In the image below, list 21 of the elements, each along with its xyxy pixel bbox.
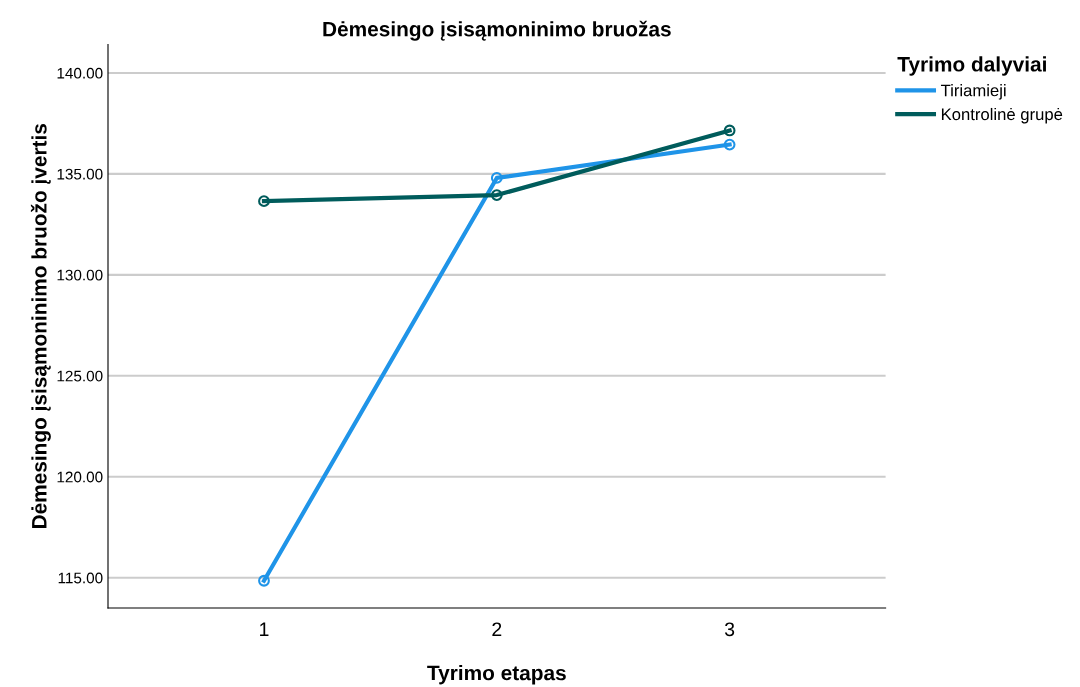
y-tick-label: 120.00 <box>57 471 103 483</box>
point <box>723 138 736 151</box>
x-axis-title: Tyrimo etapas <box>427 665 566 685</box>
y-tick-label: 135.00 <box>57 168 103 180</box>
point <box>258 195 270 208</box>
y-tick-label: 130.00 <box>57 269 103 281</box>
point <box>723 124 736 137</box>
x-tick-label: 3 <box>724 622 735 637</box>
point <box>490 189 503 201</box>
legend-title: Tyrimo dalyviai <box>897 56 1046 76</box>
y-tick-label: 140.00 <box>57 67 103 79</box>
point <box>258 574 270 587</box>
y-axis-title: Dėmesingo įsisąmoninimo bruožo įvertis <box>30 124 51 529</box>
point <box>490 172 503 184</box>
legend-label: Tiriamieji <box>940 84 1006 100</box>
x-tick-label: 2 <box>492 622 502 636</box>
y-tick-label: 125.00 <box>57 370 103 382</box>
chart-title: Dėmesingo įsisąmoninimo bruožas <box>323 20 671 41</box>
x-tick-label: 1 <box>260 622 269 636</box>
y-tick-label: 115.00 <box>58 572 103 584</box>
legend-label: Kontrolinė grupė <box>941 107 1063 124</box>
